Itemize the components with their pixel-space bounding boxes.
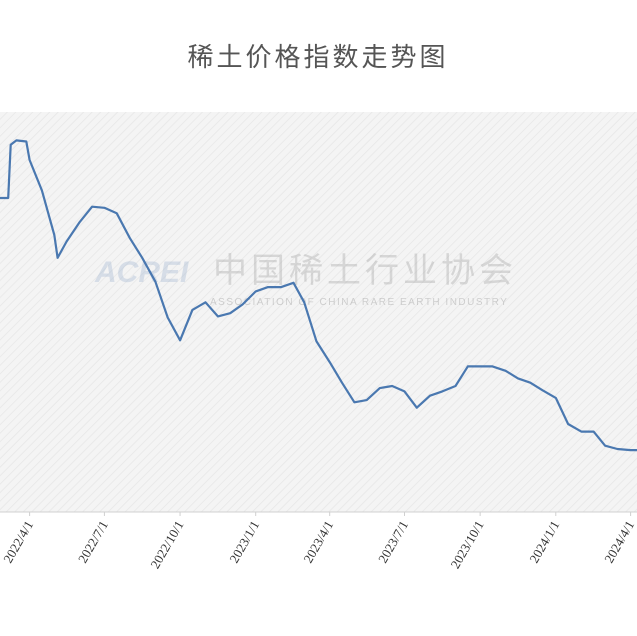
plot-area bbox=[0, 112, 637, 512]
watermark-english: ASSOCIATION OF CHINA RARE EARTH INDUSTRY bbox=[210, 297, 508, 308]
watermark: ACREI 中国稀土行业协会 ASSOCIATION OF CHINA RARE… bbox=[94, 251, 517, 308]
line-series bbox=[0, 139, 637, 452]
watermark-logo: ACREI bbox=[94, 256, 189, 289]
watermark-name: 中国稀土行业协会 bbox=[213, 251, 517, 291]
chart-title: 稀土价格指数走势图 bbox=[187, 43, 448, 73]
